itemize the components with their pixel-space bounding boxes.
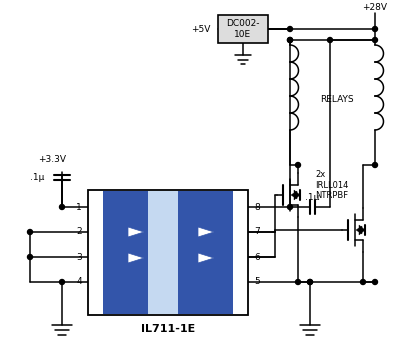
Text: 8: 8 (254, 202, 260, 211)
Bar (178, 191, 233, 314)
Circle shape (361, 280, 365, 285)
Circle shape (307, 280, 312, 285)
Bar (148, 191, 178, 314)
Text: RELAYS: RELAYS (320, 95, 354, 104)
Circle shape (28, 254, 32, 260)
Circle shape (60, 280, 64, 285)
Circle shape (372, 280, 378, 285)
Circle shape (288, 205, 293, 210)
Polygon shape (198, 227, 214, 237)
Circle shape (307, 280, 312, 285)
Polygon shape (294, 190, 300, 200)
Text: 2x
IRLL014
NTRPBF: 2x IRLL014 NTRPBF (315, 170, 348, 200)
Circle shape (288, 37, 293, 43)
Text: 6: 6 (254, 253, 260, 261)
Text: 5: 5 (254, 277, 260, 286)
Text: 4: 4 (76, 277, 82, 286)
Circle shape (372, 37, 378, 43)
Circle shape (288, 27, 293, 32)
Circle shape (288, 37, 293, 43)
Circle shape (295, 162, 301, 167)
Circle shape (28, 229, 32, 234)
Text: .1µ: .1µ (30, 173, 44, 182)
Text: IL711-1E: IL711-1E (141, 324, 195, 334)
Text: 2: 2 (76, 228, 82, 237)
Text: 1: 1 (76, 202, 82, 211)
Bar (218, 15, 268, 43)
Polygon shape (291, 191, 297, 199)
Polygon shape (198, 253, 214, 263)
Text: GND1: GND1 (112, 297, 136, 306)
Polygon shape (128, 227, 144, 237)
Polygon shape (128, 253, 144, 263)
Text: +28V: +28V (363, 4, 387, 12)
Text: IN1: IN1 (108, 228, 121, 237)
Text: 3: 3 (76, 253, 82, 261)
Text: 7: 7 (254, 228, 260, 237)
Text: VDD2: VDD2 (198, 198, 222, 206)
Text: GND2: GND2 (198, 297, 222, 306)
Text: DC002-
10E: DC002- 10E (226, 19, 260, 39)
Polygon shape (359, 225, 365, 235)
Circle shape (372, 162, 378, 167)
Bar (88, 190, 248, 315)
Circle shape (295, 280, 301, 285)
Text: +3.3V: +3.3V (38, 155, 66, 165)
Text: +5V: +5V (191, 24, 210, 33)
Bar (103, 191, 148, 314)
Text: OUT2: OUT2 (183, 253, 204, 262)
Text: OUT1: OUT1 (183, 228, 204, 237)
Circle shape (327, 37, 333, 43)
Circle shape (60, 205, 64, 210)
Circle shape (372, 27, 378, 32)
Text: VDD1: VDD1 (112, 198, 136, 206)
Text: IN2: IN2 (108, 253, 121, 262)
Polygon shape (356, 226, 362, 234)
Text: .1µ: .1µ (305, 193, 319, 202)
